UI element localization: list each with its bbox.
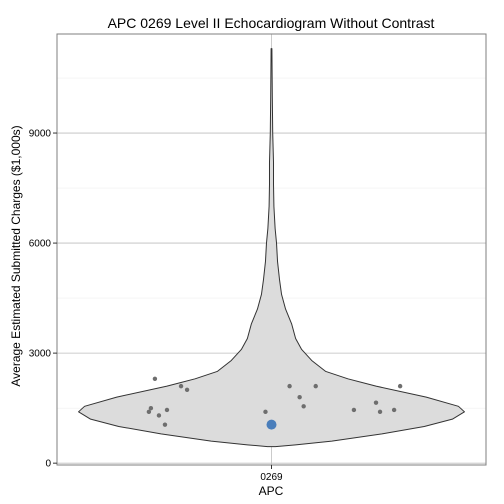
x-tick-label: 0269: [260, 472, 283, 483]
highlight-point: [266, 419, 277, 430]
data-point: [391, 407, 397, 413]
data-point: [146, 409, 152, 415]
data-points: [146, 376, 403, 427]
y-axis-title: Average Estimated Submitted Charges ($1,…: [9, 125, 23, 386]
data-point: [164, 407, 170, 413]
x-axis-title: APC: [259, 484, 284, 498]
data-point: [301, 404, 306, 409]
data-point: [287, 383, 292, 389]
y-tick-label: 3000: [29, 349, 52, 360]
data-point: [178, 383, 184, 389]
data-point: [156, 413, 162, 418]
chart-title: APC 0269 Level II Echocardiogram Without…: [108, 15, 435, 31]
data-point: [148, 405, 154, 411]
data-point: [184, 387, 190, 393]
data-point: [313, 383, 318, 389]
data-point: [351, 407, 357, 413]
data-point: [397, 383, 403, 389]
data-point: [373, 400, 379, 405]
data-point: [152, 376, 158, 381]
data-point: [377, 409, 383, 415]
violin-body: [78, 48, 465, 448]
data-point: [263, 409, 268, 415]
y-tick-label: 6000: [29, 239, 52, 250]
data-point: [297, 394, 302, 400]
y-tick-label: 9000: [29, 129, 52, 140]
y-axis-ticks: 0 3000 6000 9000: [29, 129, 57, 470]
x-axis-ticks: 0269: [260, 465, 283, 483]
data-point: [162, 422, 168, 427]
y-tick-label: 0: [45, 459, 51, 470]
